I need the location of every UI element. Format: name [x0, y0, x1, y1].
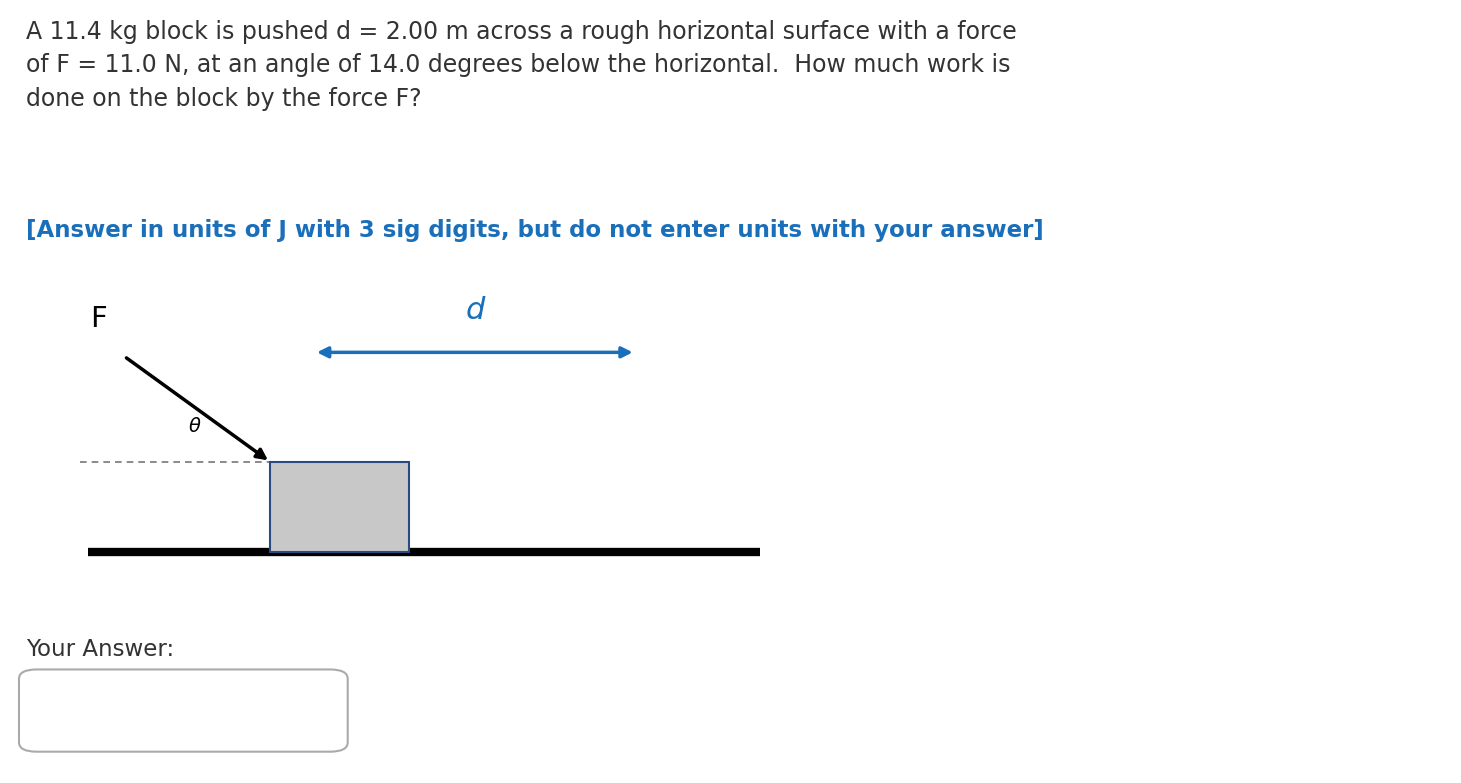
- Text: θ: θ: [188, 417, 200, 436]
- FancyBboxPatch shape: [19, 669, 348, 752]
- Text: A 11.4 kg block is pushed d = 2.00 m across a rough horizontal surface with a fo: A 11.4 kg block is pushed d = 2.00 m acr…: [26, 20, 1017, 110]
- Text: F: F: [91, 305, 107, 333]
- Text: [Answer in units of J with 3 sig digits, but do not enter units with your answer: [Answer in units of J with 3 sig digits,…: [26, 219, 1045, 242]
- Text: Your Answer:: Your Answer:: [26, 638, 174, 661]
- Text: d: d: [465, 296, 485, 325]
- Bar: [270, 462, 409, 552]
